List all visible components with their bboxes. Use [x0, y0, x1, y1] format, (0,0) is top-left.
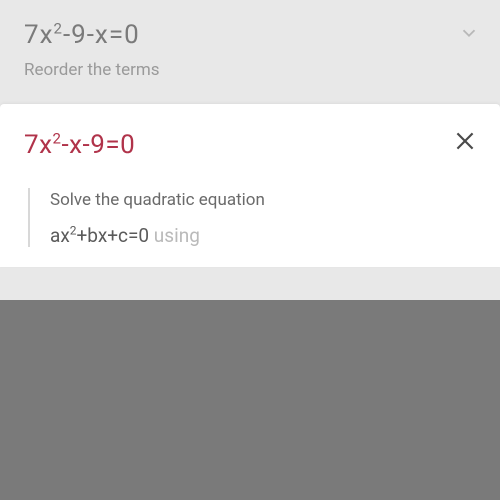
- top-section: 7x2-9-x=0 Reorder the terms: [0, 0, 500, 96]
- close-icon[interactable]: [452, 128, 478, 154]
- original-equation: 7x2-9-x=0: [24, 20, 476, 50]
- formula-faded: using: [149, 224, 200, 247]
- gray-overlay: [0, 300, 500, 500]
- instruction-text: Reorder the terms: [24, 60, 476, 80]
- chevron-down-icon[interactable]: [458, 22, 480, 44]
- solution-card: 7x2-x-9=0 Solve the quadratic equation a…: [0, 104, 500, 267]
- reordered-equation: 7x2-x-9=0: [24, 130, 476, 160]
- explanation-text: Solve the quadratic equation: [50, 188, 476, 214]
- quadratic-formula: ax2+bx+c=0 using: [50, 224, 476, 247]
- formula-visible: ax2+bx+c=0: [50, 224, 149, 247]
- explanation-block: Solve the quadratic equation ax2+bx+c=0 …: [28, 188, 476, 247]
